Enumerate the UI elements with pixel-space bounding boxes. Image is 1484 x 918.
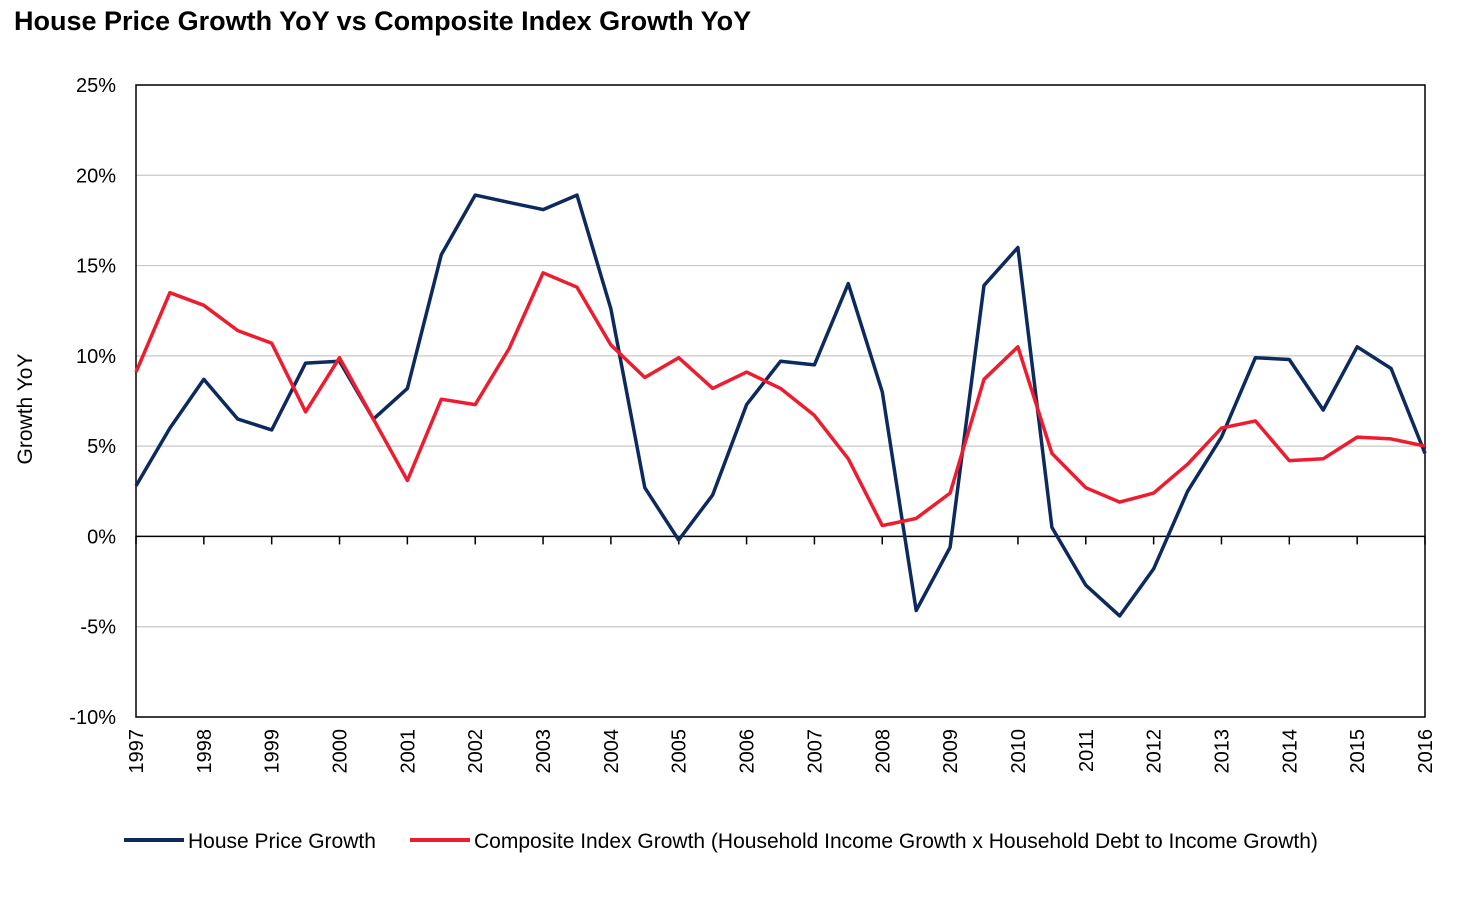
x-tick-label: 1997 <box>126 729 148 774</box>
x-tick-label: 2008 <box>872 729 894 774</box>
plot-frame <box>135 84 1426 718</box>
legend-label: House Price Growth <box>188 830 376 853</box>
chart-title: House Price Growth YoY vs Composite Inde… <box>14 6 752 36</box>
x-tick-label: 2012 <box>1144 729 1166 774</box>
series-line-composite-index-growth <box>134 271 1426 528</box>
y-tick-label: -10% <box>69 707 116 729</box>
y-tick-label: -5% <box>80 617 116 639</box>
x-tick-label: 2016 <box>1415 729 1437 774</box>
legend-label: Composite Index Growth (Household Income… <box>474 830 1318 853</box>
x-tick-label: 2002 <box>465 729 487 774</box>
y-tick-label: 5% <box>87 436 116 458</box>
x-tick-label: 2011 <box>1076 729 1098 772</box>
y-tick-label: 10% <box>76 346 116 368</box>
series-lines <box>134 193 1427 618</box>
x-tick-labels: 1997 1998 1999 2000 2001 2002 2003 2004 2005 2006… <box>126 729 1437 774</box>
x-tick-label: 2005 <box>669 729 691 774</box>
y-tick-label: 25% <box>76 75 116 97</box>
x-tick-label: 2003 <box>533 729 555 774</box>
x-tick-label: 2000 <box>330 729 352 774</box>
series-line-house-price-growth <box>134 193 1427 618</box>
x-tick-label: 2004 <box>601 729 623 774</box>
y-tick-label: 0% <box>87 526 116 548</box>
x-tick-label: 2010 <box>1008 729 1030 774</box>
x-tick-label: 1998 <box>194 729 216 774</box>
x-tick-label: 2007 <box>804 729 826 774</box>
x-tick-label: 2001 <box>397 729 419 774</box>
y-axis-label: Growth YoY <box>14 354 37 465</box>
y-tick-label: 15% <box>76 256 116 278</box>
axes <box>135 84 1426 718</box>
gridlines <box>136 84 1425 718</box>
x-tick-label: 2014 <box>1279 729 1301 774</box>
x-tick-label: 1999 <box>262 729 284 774</box>
y-tick-labels: -10% -5% 0% 5% 10% 15% 20% 25% <box>69 75 116 729</box>
x-tick-label: 2006 <box>737 729 759 774</box>
x-tick-label: 2009 <box>940 729 962 774</box>
y-tick-label: 20% <box>76 165 116 187</box>
legend: House Price Growth Composite Index Growth… <box>124 830 1318 853</box>
x-tick-label: 2013 <box>1211 729 1233 774</box>
x-tick-label: 2015 <box>1347 729 1369 774</box>
